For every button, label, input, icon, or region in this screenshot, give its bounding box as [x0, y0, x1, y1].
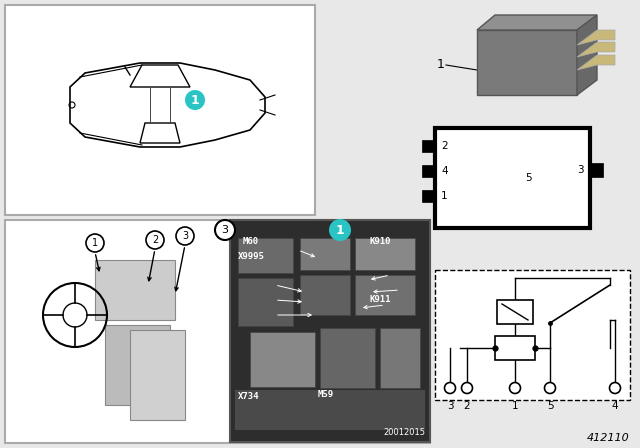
Text: 1: 1 [441, 191, 447, 201]
Text: 20012015: 20012015 [383, 428, 425, 437]
Circle shape [445, 383, 456, 393]
Polygon shape [8, 228, 215, 440]
Circle shape [545, 383, 556, 393]
Bar [230, 220, 430, 442]
Bar [477, 30, 577, 95]
Text: 5: 5 [525, 173, 532, 183]
Circle shape [146, 231, 164, 249]
Circle shape [86, 234, 104, 252]
Text: 4: 4 [612, 401, 618, 411]
Circle shape [461, 383, 472, 393]
Bar [95, 260, 175, 320]
Text: 3: 3 [577, 165, 584, 175]
Bar [355, 238, 415, 270]
Bar [130, 330, 185, 420]
Text: 5: 5 [547, 401, 554, 411]
Polygon shape [577, 30, 615, 45]
Text: 2: 2 [441, 141, 447, 151]
Polygon shape [577, 55, 615, 70]
Bar [238, 278, 293, 326]
Bar [320, 328, 375, 388]
Polygon shape [577, 42, 615, 57]
Bar [435, 270, 630, 400]
Text: 1: 1 [512, 401, 518, 411]
Text: 3: 3 [182, 231, 188, 241]
Circle shape [176, 227, 194, 245]
Circle shape [215, 220, 235, 240]
Text: 1: 1 [335, 224, 344, 237]
Bar [300, 275, 350, 315]
Bar [590, 163, 603, 177]
Bar [300, 238, 350, 270]
Text: 1: 1 [437, 59, 445, 72]
Text: 1: 1 [92, 238, 98, 248]
Text: M59: M59 [318, 390, 334, 399]
Bar [355, 275, 415, 315]
Bar [5, 5, 315, 215]
Circle shape [609, 383, 621, 393]
Text: K910: K910 [370, 237, 392, 246]
Bar [497, 300, 533, 324]
Text: M60: M60 [243, 237, 259, 246]
Text: 412110: 412110 [588, 433, 630, 443]
Text: 2: 2 [152, 235, 158, 245]
Bar [422, 140, 435, 152]
Bar [495, 336, 535, 360]
Bar [422, 190, 435, 202]
Bar [105, 325, 170, 405]
Circle shape [329, 219, 351, 241]
Text: 4: 4 [441, 166, 447, 176]
Polygon shape [577, 15, 597, 95]
Text: 2: 2 [464, 401, 470, 411]
Bar [250, 332, 315, 387]
Bar [422, 165, 435, 177]
Text: K911: K911 [370, 295, 392, 304]
Bar [235, 390, 425, 430]
Bar [5, 220, 430, 443]
Text: 3: 3 [447, 401, 453, 411]
Circle shape [185, 90, 205, 110]
Polygon shape [477, 15, 597, 30]
Bar [380, 328, 420, 388]
Text: X9995: X9995 [238, 252, 265, 261]
Circle shape [509, 383, 520, 393]
Text: X734: X734 [238, 392, 259, 401]
Text: 1: 1 [191, 94, 200, 107]
Text: 3: 3 [221, 225, 228, 235]
Bar [238, 238, 293, 273]
Bar [435, 128, 590, 228]
